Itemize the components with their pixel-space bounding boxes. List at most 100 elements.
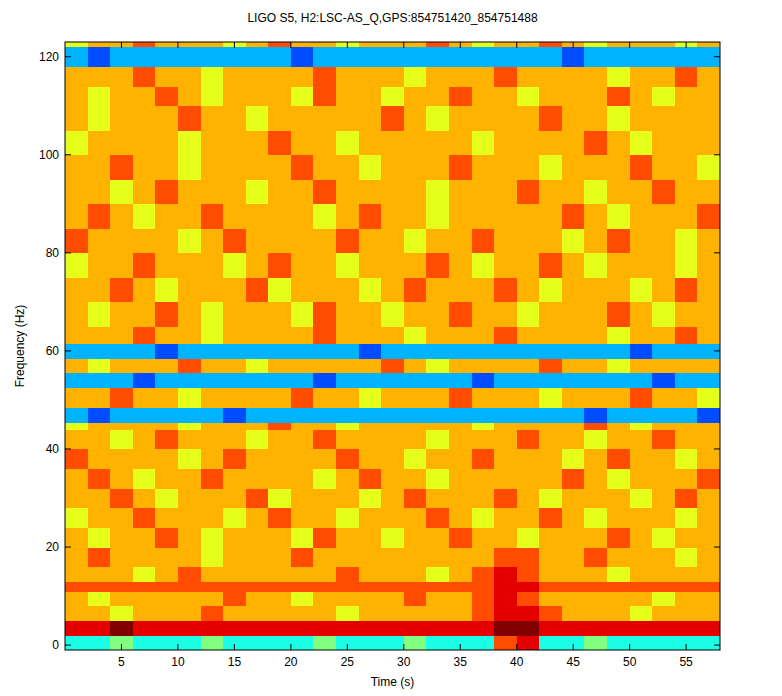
cell (381, 373, 404, 388)
cell (494, 388, 517, 408)
cell (336, 606, 359, 621)
y-tick (65, 56, 71, 57)
x-tick-label: 15 (228, 655, 242, 669)
cell (268, 106, 291, 131)
cell (607, 373, 630, 388)
cell (223, 253, 246, 278)
cell (449, 253, 472, 278)
cell (201, 204, 224, 229)
x-tick (629, 42, 630, 48)
cell (675, 155, 698, 180)
cell (201, 407, 224, 422)
x-tick (460, 644, 461, 650)
cell (313, 179, 336, 204)
cell (697, 488, 720, 508)
cell (539, 47, 562, 67)
cell (426, 326, 449, 344)
cell (133, 547, 156, 567)
cell (652, 547, 675, 567)
cell (517, 567, 540, 582)
cell (88, 86, 111, 106)
cell (607, 547, 630, 567)
cell (562, 488, 585, 508)
cell (426, 204, 449, 229)
cell (65, 326, 88, 344)
cell (426, 373, 449, 388)
cell (697, 469, 720, 489)
cell (652, 469, 675, 489)
cell (359, 373, 382, 388)
cell (65, 621, 88, 636)
cell (426, 344, 449, 359)
x-tick-label: 55 (679, 655, 693, 669)
cell (517, 591, 540, 606)
cell (268, 407, 291, 422)
cell (291, 635, 314, 650)
cell (178, 42, 201, 47)
cell (268, 344, 291, 359)
cell (313, 373, 336, 388)
cell (381, 42, 404, 47)
cell (584, 228, 607, 253)
cell (652, 449, 675, 469)
cell (494, 86, 517, 106)
cell (223, 621, 246, 636)
cell (494, 635, 517, 650)
cell (404, 621, 427, 636)
cell (291, 469, 314, 489)
cell (675, 621, 698, 636)
cell (517, 621, 540, 636)
cell (630, 130, 653, 155)
cell (223, 508, 246, 528)
cell (652, 130, 675, 155)
cell (562, 47, 585, 67)
y-tick (65, 547, 71, 548)
cell (584, 326, 607, 344)
cell (675, 388, 698, 408)
cell (562, 508, 585, 528)
cell (65, 508, 88, 528)
cell (178, 429, 201, 449)
cell (381, 86, 404, 106)
cell (449, 106, 472, 131)
cell (517, 373, 540, 388)
cell (336, 155, 359, 180)
cell (110, 253, 133, 278)
cell (675, 508, 698, 528)
cell (65, 429, 88, 449)
cell (155, 67, 178, 87)
cell (426, 106, 449, 131)
cell (88, 488, 111, 508)
cell (201, 606, 224, 621)
cell (381, 47, 404, 67)
cell (223, 204, 246, 229)
cell (539, 429, 562, 449)
cell (65, 407, 88, 422)
cell (223, 606, 246, 621)
cell (584, 527, 607, 547)
cell (381, 155, 404, 180)
cell (268, 547, 291, 567)
cell (178, 106, 201, 131)
cell (697, 429, 720, 449)
cell (110, 591, 133, 606)
cell (652, 429, 675, 449)
cell (65, 606, 88, 621)
cell (404, 253, 427, 278)
cell (133, 407, 156, 422)
cell (110, 358, 133, 373)
cell (494, 204, 517, 229)
cell (630, 488, 653, 508)
cell (201, 47, 224, 67)
cell (336, 67, 359, 87)
cell (426, 527, 449, 547)
cell (675, 179, 698, 204)
cell (607, 621, 630, 636)
cell (359, 277, 382, 302)
cell (381, 469, 404, 489)
cell (268, 130, 291, 155)
cell (697, 106, 720, 131)
cell (381, 591, 404, 606)
cell (426, 508, 449, 528)
cell (65, 155, 88, 180)
